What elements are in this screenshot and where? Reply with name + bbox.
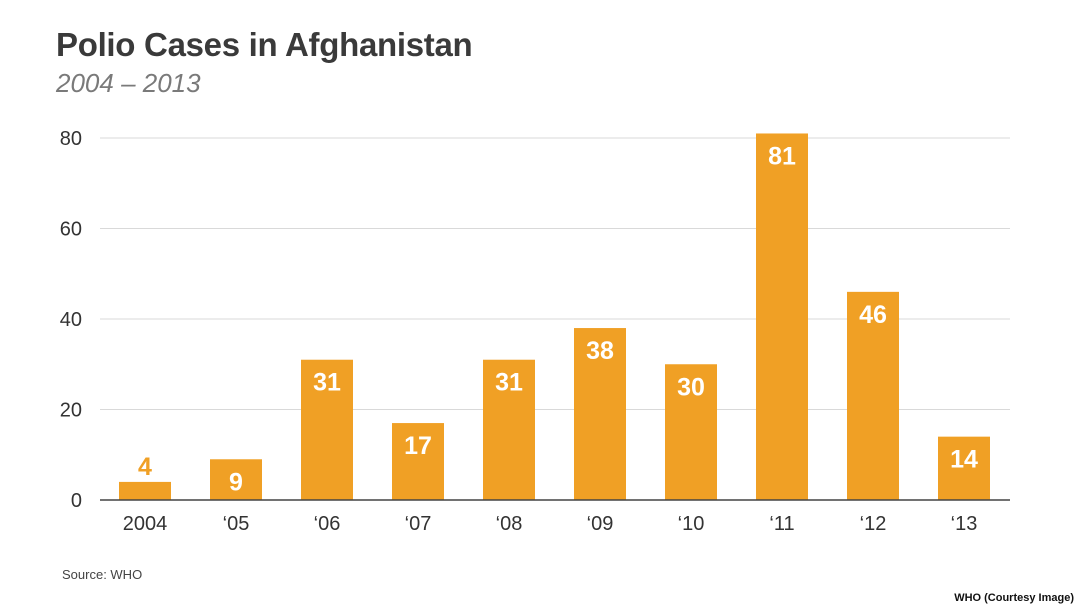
data-label: 14 <box>950 446 978 474</box>
data-label: 38 <box>586 337 614 365</box>
x-tick-label: ‘06 <box>314 513 341 535</box>
x-tick-label: ‘11 <box>769 513 794 535</box>
bar <box>574 328 626 500</box>
data-label: 17 <box>404 432 432 460</box>
image-credit-badge: WHO (Courtesy Image) <box>948 588 1080 608</box>
y-tick-label: 40 <box>60 309 82 331</box>
data-label: 30 <box>677 373 705 401</box>
x-tick-label: ‘09 <box>587 513 614 535</box>
data-label: 81 <box>768 142 796 170</box>
bar <box>301 359 353 500</box>
y-tick-label: 60 <box>60 219 82 241</box>
bar <box>938 436 990 500</box>
y-tick-label: 0 <box>71 490 82 512</box>
bar <box>210 459 262 500</box>
data-label: 46 <box>859 301 887 329</box>
x-tick-label: 2004 <box>123 513 168 535</box>
bar <box>483 359 535 500</box>
chart-title: Polio Cases in Afghanistan <box>56 26 473 63</box>
data-label: 9 <box>229 468 243 496</box>
data-label: 31 <box>313 369 341 397</box>
bar <box>847 291 899 500</box>
x-tick-label: ‘13 <box>951 513 978 535</box>
x-tick-label: ‘07 <box>405 513 432 535</box>
chart-subtitle: 2004 – 2013 <box>56 68 201 98</box>
data-label: 31 <box>495 369 523 397</box>
x-tick-label: ‘12 <box>860 513 887 535</box>
bar <box>119 481 171 500</box>
x-tick-label: ‘10 <box>678 513 705 535</box>
y-tick-label: 20 <box>60 400 82 422</box>
y-tick-label: 80 <box>60 128 82 150</box>
source-note: Source: WHO <box>62 567 143 582</box>
data-label: 4 <box>138 453 152 481</box>
x-tick-label: ‘05 <box>223 513 250 535</box>
x-tick-label: ‘08 <box>496 513 523 535</box>
bar <box>665 364 717 500</box>
bar <box>392 423 444 500</box>
bar <box>756 133 808 500</box>
